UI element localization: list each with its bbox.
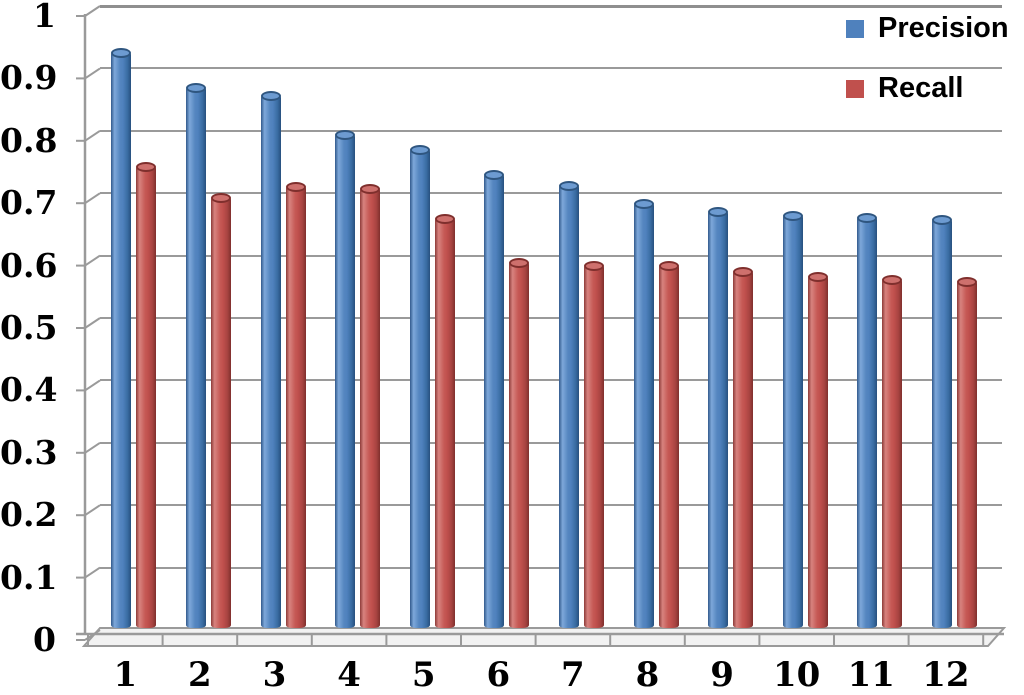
y-tick-label-0.2: 0.2: [0, 495, 58, 535]
bar-cap: [782, 210, 803, 221]
bar-cap: [111, 48, 132, 59]
bar-precision-7: [558, 180, 579, 628]
bar-cap: [360, 184, 381, 195]
y-tick-label-0.3: 0.3: [0, 432, 58, 472]
x-tick-label-9: 9: [710, 655, 734, 695]
bar-recall-12: [956, 276, 977, 628]
bar-cap: [260, 90, 281, 101]
bar-cap: [807, 271, 828, 282]
x-tick-label-6: 6: [486, 655, 511, 695]
bar-cap: [210, 193, 231, 204]
bar-precision-12: [931, 215, 952, 628]
y-tick-label-0.1: 0.1: [0, 557, 58, 597]
bar-cap: [633, 198, 654, 209]
bar-recall-3: [285, 181, 306, 628]
bar-cap: [509, 258, 530, 269]
bar-recall-5: [434, 214, 455, 628]
bar-cap: [558, 180, 579, 191]
bar-recall-1: [136, 161, 157, 628]
recall-swatch-icon: [846, 79, 864, 98]
bar-recall-4: [360, 184, 381, 628]
bar-cap: [583, 260, 604, 271]
gridline-0.9: [100, 67, 1002, 70]
x-tick-label-8: 8: [635, 655, 660, 695]
bar-cap: [882, 274, 903, 285]
bar-recall-11: [882, 274, 903, 628]
x-tick-label-12: 12: [922, 655, 970, 695]
x-tick-label-7: 7: [561, 655, 585, 695]
x-tick-label-4: 4: [337, 655, 361, 695]
bar-precision-5: [409, 144, 430, 628]
bar-recall-7: [583, 260, 604, 628]
x-tick-label-11: 11: [847, 655, 895, 695]
bar-precision-2: [185, 82, 206, 628]
legend-label-precision: Precision: [878, 12, 1009, 44]
x-tick-label-5: 5: [411, 655, 436, 695]
bar-precision-9: [708, 206, 729, 628]
bar-recall-8: [658, 261, 679, 628]
y-tick-label-0.4: 0.4: [0, 370, 58, 410]
y-tick-label-0.5: 0.5: [0, 308, 58, 347]
bar-cap: [658, 261, 679, 272]
legend-label-recall: Recall: [878, 72, 964, 104]
bar-cap: [931, 215, 952, 226]
y-tick-label-0.7: 0.7: [0, 183, 58, 223]
y-tick-label-0.9: 0.9: [0, 58, 58, 98]
gridline-0.8: [100, 129, 1002, 132]
gridline-1: [100, 5, 1002, 8]
bar-cap: [185, 82, 206, 93]
gridline-0.1: [100, 566, 1002, 569]
bar-precision-6: [484, 170, 505, 628]
bar-cap: [409, 144, 430, 155]
bar-precision-8: [633, 198, 654, 628]
legend-item-precision: Precision: [846, 12, 1009, 45]
bar-recall-10: [807, 271, 828, 628]
bar-cap: [733, 266, 754, 277]
gridline-0.5: [100, 317, 1002, 319]
bar-precision-4: [335, 129, 356, 628]
y-tick-label-1: 1: [33, 0, 56, 35]
bar-cap: [136, 161, 157, 172]
y-tick-label-0.6: 0.6: [0, 245, 58, 285]
x-tick-label-3: 3: [262, 655, 287, 695]
bar-cap: [285, 181, 306, 192]
legend: Precision Recall: [846, 12, 1009, 105]
x-tick-label-2: 2: [188, 655, 212, 695]
bar-cap: [857, 213, 878, 224]
x-tick-label-10: 10: [773, 655, 821, 695]
bar-precision-3: [260, 90, 281, 628]
bar-cap: [434, 214, 455, 225]
bar-recall-2: [210, 193, 231, 628]
bar-recall-6: [509, 258, 530, 628]
bar-precision-10: [782, 210, 803, 628]
precision-swatch-icon: [846, 19, 864, 38]
bar-cap: [335, 129, 356, 140]
legend-item-recall: Recall: [846, 72, 1009, 105]
gridline-0.6: [100, 254, 1002, 257]
bar-cap: [484, 170, 505, 181]
gridline-0.2: [100, 504, 1002, 507]
y-tick-label-0: 0: [33, 620, 56, 659]
gridline-0.7: [100, 192, 1002, 195]
y-tick-label-0.8: 0.8: [0, 120, 58, 160]
bar-precision-1: [111, 48, 132, 628]
bar-cap: [708, 206, 729, 217]
bar-recall-9: [733, 266, 754, 628]
gridline-0.4: [100, 379, 1002, 382]
gridline-0.3: [100, 441, 1002, 444]
x-tick-label-1: 1: [113, 655, 138, 695]
bar-cap: [956, 276, 977, 287]
bar-precision-11: [857, 213, 878, 628]
